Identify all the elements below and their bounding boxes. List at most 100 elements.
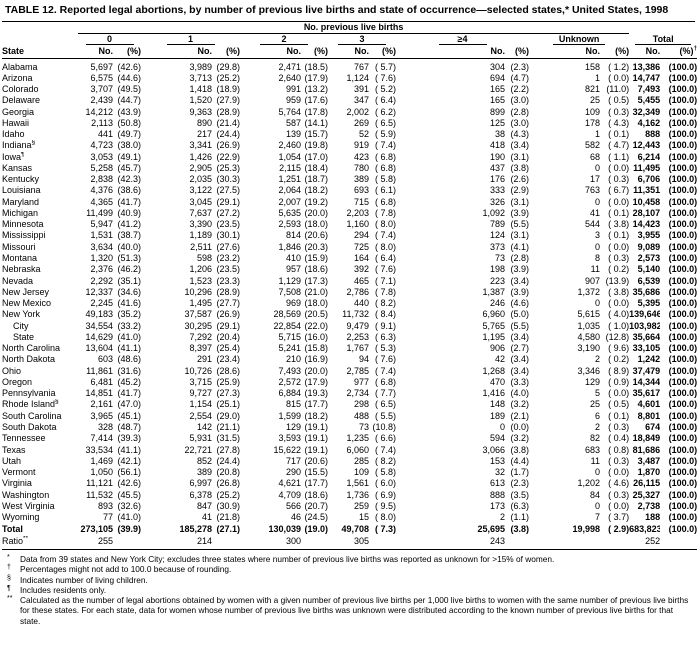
percent-cell: (19.1) bbox=[304, 433, 328, 444]
count-cell: 9,479 bbox=[346, 320, 369, 331]
percent-cell: ( 5.7) bbox=[374, 61, 396, 72]
percent-cell: (15.5) bbox=[304, 467, 328, 478]
percent-cell: (15.7) bbox=[304, 129, 328, 140]
percent-cell bbox=[212, 535, 240, 550]
count-cell: 32,349 bbox=[632, 106, 661, 117]
state-cell: Montana bbox=[2, 253, 38, 264]
count-cell: 3,707 bbox=[90, 84, 113, 95]
percent-cell: (20.3) bbox=[304, 241, 328, 252]
count-cell: 28,107 bbox=[632, 207, 661, 218]
state-cell: Idaho bbox=[2, 129, 25, 140]
table-row: New Jersey 12,337 (34.6) 10,296 (28.9) 7,508(… bbox=[2, 287, 697, 298]
percent-cell: (42.1) bbox=[117, 455, 141, 466]
percent-cell: (20.6) bbox=[304, 230, 328, 241]
percent-cell: (3.8) bbox=[510, 524, 529, 535]
percent-cell: (17.9) bbox=[304, 72, 328, 83]
percent-cell: ( 5.2) bbox=[374, 84, 396, 95]
percent-cell: (30.1) bbox=[216, 230, 240, 241]
count-cell: 0 bbox=[594, 500, 600, 511]
percent-cell: (3.9) bbox=[510, 207, 529, 218]
table-row: Montana 1,320 (51.3) 598 (23.2) 410 (15.9) 164 (… bbox=[2, 253, 697, 264]
count-cell: 49,708 bbox=[341, 524, 369, 535]
percent-cell: (1.1) bbox=[510, 512, 529, 523]
percent-cell: (27.8) bbox=[216, 444, 240, 455]
state-cell: Nebraska bbox=[2, 264, 41, 275]
count-cell: 0 bbox=[499, 422, 505, 432]
percent-cell: ( 8.0) bbox=[374, 512, 396, 523]
count-cell: 2,439 bbox=[90, 95, 113, 106]
percent-cell: ( 7.3) bbox=[374, 524, 396, 535]
percent-cell: (2.3) bbox=[510, 61, 529, 72]
count-cell: 3,341 bbox=[189, 140, 212, 151]
percent-cell: (100.0) bbox=[668, 500, 697, 511]
count-cell: 142 bbox=[196, 422, 212, 432]
percent-cell: (27.1) bbox=[216, 524, 240, 535]
percent-cell: ( 0.0) bbox=[608, 196, 630, 207]
count-cell: 37,479 bbox=[632, 365, 661, 376]
count-cell: 4,162 bbox=[637, 117, 661, 128]
percent-cell: (100.0) bbox=[668, 129, 697, 140]
count-cell: 3,955 bbox=[637, 230, 661, 241]
count-cell: 0 bbox=[594, 298, 600, 309]
count-cell: 2,572 bbox=[278, 376, 301, 387]
percent-cell: ( 7.6) bbox=[374, 354, 396, 365]
percent-cell: (31.6) bbox=[117, 365, 141, 376]
percent-cell: (18.9) bbox=[216, 84, 240, 95]
state-cell: Kentucky bbox=[2, 174, 40, 185]
percent-cell: ( 8.4) bbox=[374, 309, 396, 320]
percent-cell: ( 7.8) bbox=[374, 286, 396, 297]
percent-cell: (18.4) bbox=[304, 162, 328, 173]
percent-cell: (12.8) bbox=[605, 331, 630, 342]
count-cell: 594 bbox=[489, 433, 505, 444]
count-cell: 68 bbox=[589, 151, 600, 162]
percent-cell: ( 3.7) bbox=[608, 512, 630, 523]
percent-cell: (5.5) bbox=[510, 219, 529, 230]
count-cell: 392 bbox=[353, 264, 369, 275]
count-cell: 246 bbox=[489, 298, 505, 309]
percent-cell: (19.3) bbox=[304, 388, 328, 399]
count-cell: 73 bbox=[494, 253, 505, 264]
percent-cell: (100.0) bbox=[668, 478, 697, 489]
count-cell: 1 bbox=[594, 129, 600, 140]
count-cell: 103,982 bbox=[629, 320, 661, 331]
count-cell: 347 bbox=[353, 95, 369, 106]
table-row: South Dakota 328 (48.7) 142 (21.1) 129 (19.1) 7… bbox=[2, 422, 697, 433]
count-cell: 2,460 bbox=[278, 140, 301, 151]
count-cell: 373 bbox=[489, 241, 505, 252]
count-cell: 5,258 bbox=[90, 162, 113, 173]
count-cell: 3,390 bbox=[189, 219, 212, 230]
count-cell: 30,295 bbox=[184, 320, 212, 331]
percent-cell: ( 0.3) bbox=[608, 253, 630, 264]
count-cell: 3,989 bbox=[189, 61, 212, 72]
percent-cell: ( 5.3) bbox=[374, 343, 396, 354]
count-cell: 11 bbox=[590, 264, 600, 275]
count-cell: 6,960 bbox=[482, 309, 505, 320]
percent-cell: (100.0) bbox=[668, 354, 697, 365]
percent-cell: ( 7.4) bbox=[374, 140, 396, 151]
count-cell: 991 bbox=[285, 84, 301, 95]
percent-cell: ( 8.2) bbox=[374, 298, 396, 309]
count-cell: 22,854 bbox=[273, 320, 301, 331]
percent-cell: (45.7) bbox=[117, 162, 141, 173]
count-cell: 13,386 bbox=[632, 61, 661, 72]
count-cell: 4,723 bbox=[90, 140, 113, 151]
percent-cell: (41.1) bbox=[117, 444, 141, 455]
percent-cell: (17.3) bbox=[304, 275, 328, 286]
percent-cell bbox=[301, 535, 328, 550]
percent-cell: (44.6) bbox=[117, 72, 141, 83]
count-cell: 1,206 bbox=[189, 264, 212, 275]
percent-cell: (22.0) bbox=[304, 320, 328, 331]
count-cell: 11 bbox=[590, 455, 600, 466]
count-cell: 7,292 bbox=[189, 331, 212, 342]
count-cell: 598 bbox=[196, 253, 212, 264]
col-header-state: State bbox=[2, 44, 78, 59]
percent-cell: (100.0) bbox=[668, 185, 697, 196]
percent-cell: (3.4) bbox=[510, 365, 529, 376]
percent-cell bbox=[113, 535, 141, 550]
count-cell: 587 bbox=[285, 117, 301, 128]
percent-cell: (100.0) bbox=[668, 84, 697, 95]
footnote-marker: ** bbox=[7, 595, 13, 603]
count-cell: 1,124 bbox=[346, 72, 369, 83]
table-row: City 34,554 (33.2) 30,295 (29.1) 22,854 (22.0)… bbox=[2, 321, 697, 332]
percent-cell: ( 7.4) bbox=[374, 230, 396, 241]
